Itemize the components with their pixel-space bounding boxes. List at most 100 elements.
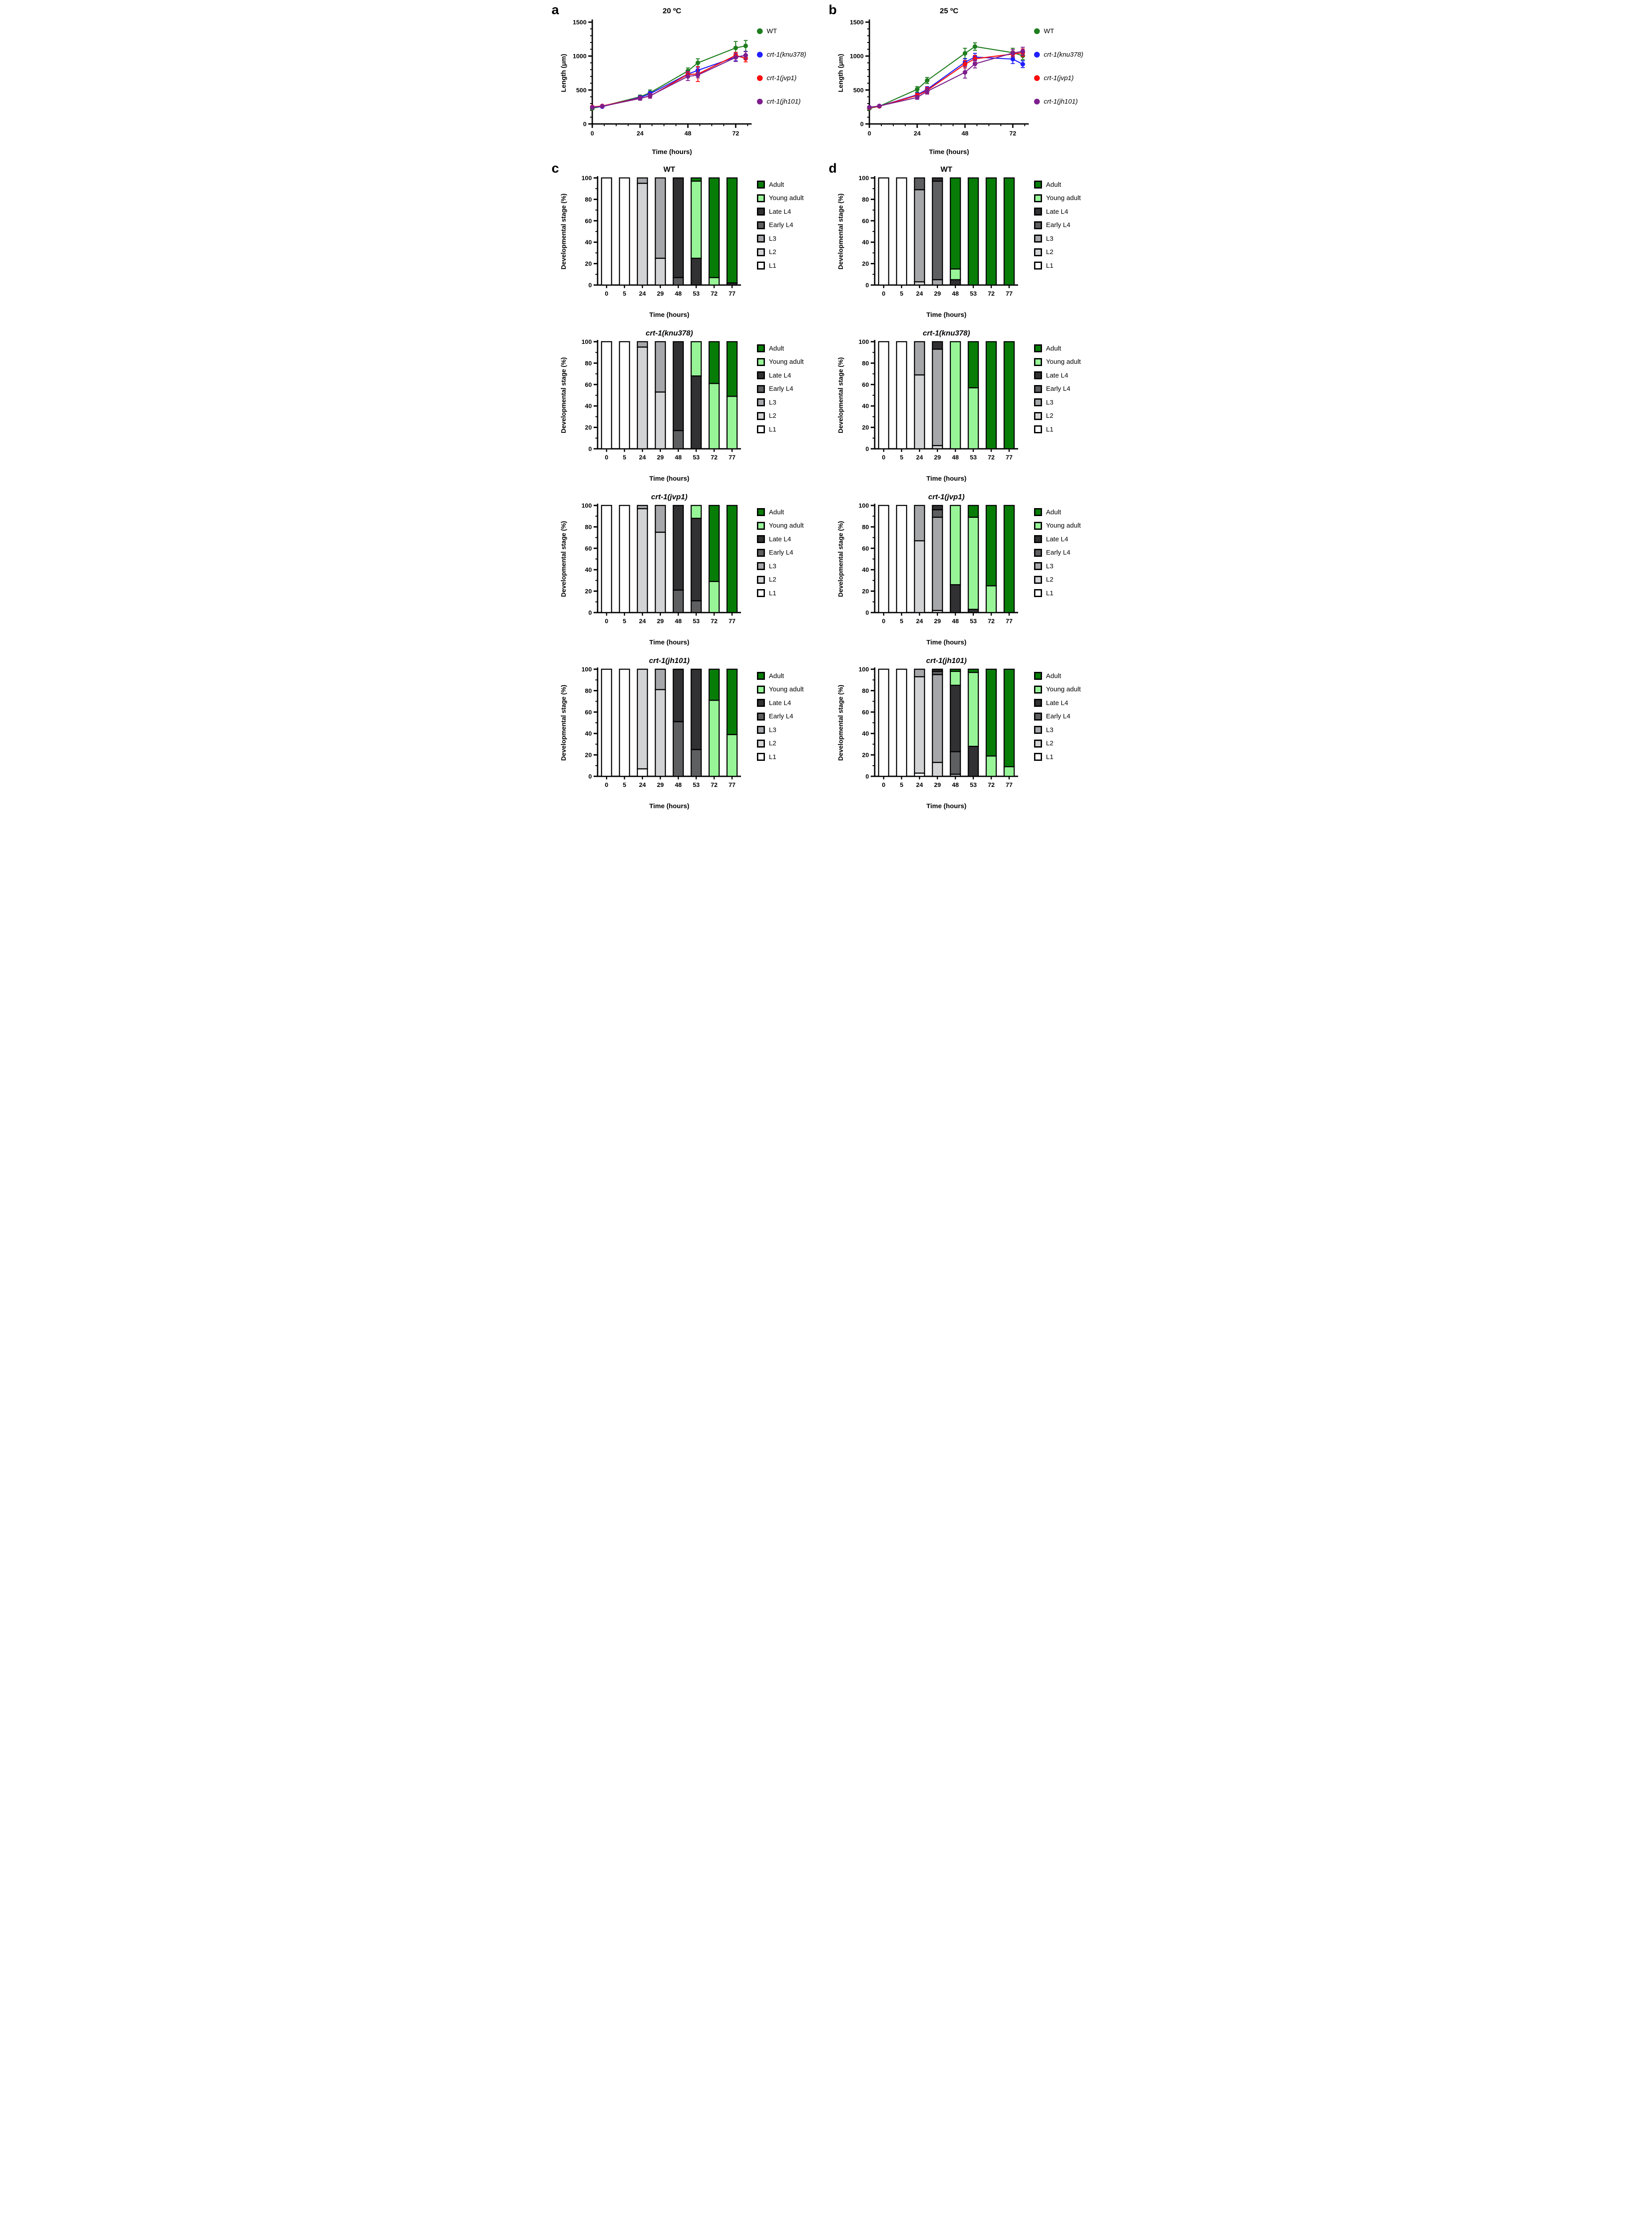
stage-color-swatch	[1034, 221, 1042, 229]
stage-legend-item: L2	[1034, 412, 1081, 420]
legend-label: L1	[1046, 753, 1054, 761]
legend-label: L1	[769, 753, 776, 761]
svg-text:24: 24	[639, 454, 646, 461]
stage-color-swatch	[757, 508, 765, 516]
stage-color-swatch	[757, 548, 765, 557]
svg-text:29: 29	[657, 617, 664, 625]
stage-color-swatch	[1034, 575, 1042, 584]
svg-text:0: 0	[860, 120, 864, 127]
legend-label: L3	[1046, 235, 1054, 243]
svg-text:5: 5	[900, 290, 903, 297]
svg-text:100: 100	[582, 502, 592, 509]
svg-text:72: 72	[710, 454, 718, 461]
legend-label: L1	[1046, 262, 1054, 270]
svg-text:40: 40	[862, 402, 869, 409]
series-legend-item: crt-1(knu378)	[1034, 51, 1083, 58]
stage-legend-item: L2	[757, 248, 804, 256]
svg-text:25 ºC: 25 ºC	[940, 7, 958, 15]
legend-label: Early L4	[1046, 385, 1071, 393]
svg-text:40: 40	[862, 566, 869, 573]
legend-label: Young adult	[1046, 686, 1081, 693]
stage-legend-item: Late L4	[757, 208, 804, 216]
svg-text:80: 80	[862, 523, 869, 530]
legend-label: Adult	[1046, 508, 1061, 516]
panel-c-knu378: crt-1(knu378) 0 20 40 60 80 100 0 5 24 29 48 53 72 77 T…	[549, 326, 826, 485]
stage-legend-item: L3	[1034, 562, 1081, 570]
stage-legend-item: Young adult	[1034, 521, 1081, 530]
panel-b: b 25 ºC 0 500 1000 1500 0 24 48 72 Time (hours) Le…	[826, 4, 1103, 158]
legend-label: L2	[1046, 740, 1054, 747]
svg-text:53: 53	[693, 290, 700, 297]
stage-color-swatch	[1034, 248, 1042, 256]
stacked-bar-chart-knu378-20c: crt-1(knu378) 0 20 40 60 80 100 0 5 24 29 48 53 72 77 T…	[560, 329, 741, 482]
svg-text:72: 72	[710, 617, 718, 625]
svg-text:1000: 1000	[850, 53, 864, 60]
svg-text:72: 72	[1009, 130, 1016, 137]
stage-color-swatch	[757, 726, 765, 734]
svg-text:20 ºC: 20 ºC	[663, 7, 681, 15]
stage-legend-item: Early L4	[1034, 385, 1081, 393]
stage-color-swatch	[757, 562, 765, 570]
stacked-bar-chart-wt-25c: WT 0 20 40 60 80 100 0 5 24 29 48 53 72 77 Time (hours)…	[838, 165, 1018, 319]
svg-text:1500: 1500	[850, 19, 864, 26]
series-legend-20c: WT crt-1(knu378) crt-1(jvp1) crt-1(jh101)	[757, 27, 806, 105]
svg-text:24: 24	[914, 130, 921, 137]
series-legend-item: crt-1(jvp1)	[1034, 74, 1083, 82]
series-legend-item: crt-1(jh101)	[1034, 98, 1083, 105]
stage-legend-item: Young adult	[757, 194, 804, 202]
stage-color-swatch	[757, 739, 765, 748]
legend-label: L2	[769, 412, 776, 420]
legend-label: WT	[767, 27, 777, 35]
legend-label: L1	[769, 589, 776, 597]
series-legend-25c: WT crt-1(knu378) crt-1(jvp1) crt-1(jh101)	[1034, 27, 1083, 105]
stage-legend-item: Late L4	[1034, 371, 1081, 379]
svg-text:100: 100	[582, 174, 592, 181]
svg-text:80: 80	[585, 196, 592, 203]
legend-label: Late L4	[769, 535, 791, 543]
svg-text:80: 80	[862, 359, 869, 366]
stage-legend-item: Adult	[1034, 344, 1081, 352]
svg-text:Time (hours): Time (hours)	[649, 311, 690, 319]
legend-label: Young adult	[1046, 358, 1081, 366]
svg-text:48: 48	[952, 290, 959, 297]
svg-text:0: 0	[605, 781, 608, 788]
legend-label: L3	[769, 235, 776, 243]
svg-text:80: 80	[862, 687, 869, 694]
stage-legend-item: Early L4	[1034, 548, 1081, 557]
stage-color-swatch	[1034, 412, 1042, 420]
legend-label: Young adult	[1046, 194, 1081, 202]
svg-text:100: 100	[582, 338, 592, 345]
stage-color-swatch	[757, 699, 765, 707]
svg-text:0: 0	[882, 454, 885, 461]
svg-text:29: 29	[657, 290, 664, 297]
svg-text:5: 5	[623, 290, 626, 297]
svg-text:Time (hours): Time (hours)	[652, 148, 692, 156]
svg-text:29: 29	[934, 781, 941, 788]
stage-legend-item: L3	[1034, 726, 1081, 734]
stacked-bar-chart-wt-20c: WT 0 20 40 60 80 100 0 5 24 29 48 53 72 77 Time (hours)…	[560, 165, 741, 319]
stage-legend-item: L3	[1034, 398, 1081, 406]
stage-legend-item: L1	[757, 589, 804, 597]
svg-text:0: 0	[882, 290, 885, 297]
stage-color-swatch	[757, 235, 765, 243]
svg-text:53: 53	[970, 290, 977, 297]
legend-label: L1	[769, 425, 776, 433]
svg-text:40: 40	[585, 239, 592, 246]
stage-color-swatch	[757, 344, 765, 352]
series-color-dot	[1034, 75, 1040, 81]
legend-label: Early L4	[769, 221, 794, 229]
stage-color-swatch	[1034, 589, 1042, 597]
svg-text:0: 0	[588, 773, 592, 780]
stage-legend-item: Late L4	[1034, 208, 1081, 216]
legend-label: Adult	[1046, 344, 1061, 352]
svg-text:20: 20	[585, 424, 592, 431]
svg-text:Developmental stage (%): Developmental stage (%)	[838, 685, 845, 761]
stage-legend-item: Young adult	[1034, 358, 1081, 366]
svg-text:Developmental stage (%): Developmental stage (%)	[838, 357, 845, 433]
svg-text:80: 80	[585, 359, 592, 366]
legend-label: Early L4	[769, 713, 794, 720]
legend-label: L3	[1046, 726, 1054, 734]
svg-text:100: 100	[859, 174, 869, 181]
svg-text:53: 53	[693, 781, 700, 788]
stage-legend-item: L2	[757, 739, 804, 748]
